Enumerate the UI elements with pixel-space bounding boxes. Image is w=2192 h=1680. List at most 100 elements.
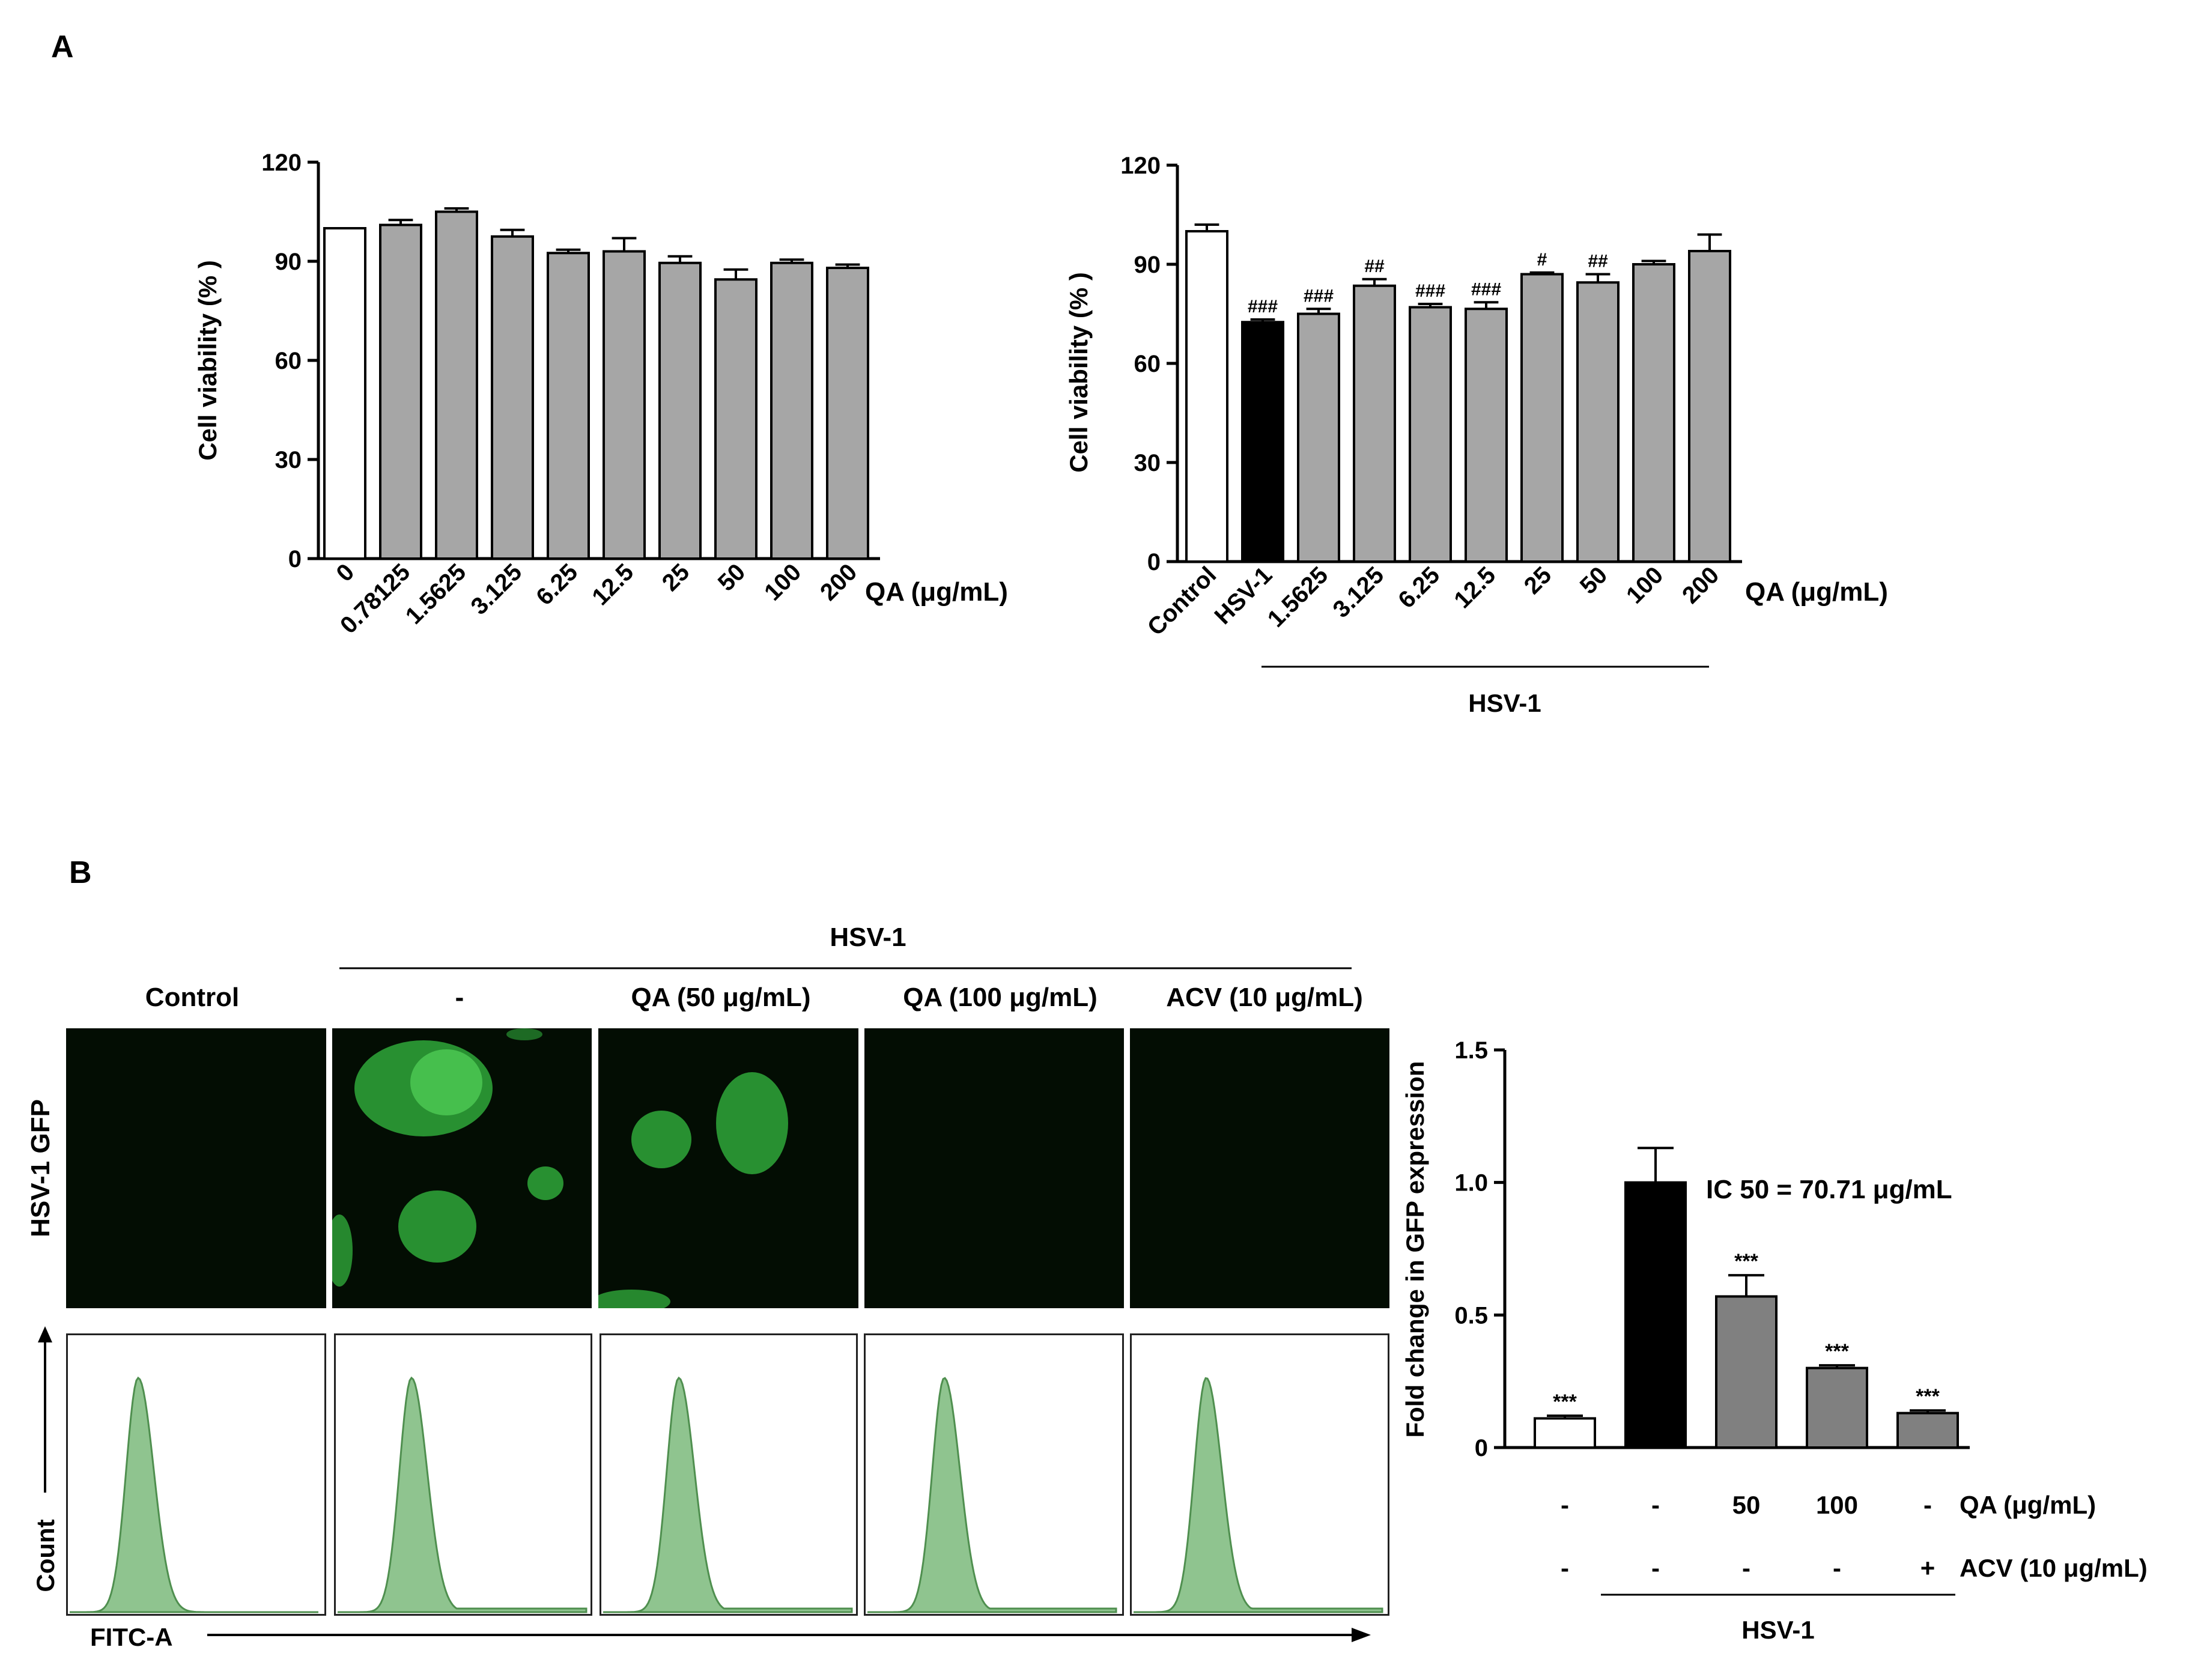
condition-value: 100: [1816, 1491, 1858, 1519]
bar: [1896, 1412, 1959, 1449]
x-tick-label: 12.5: [1449, 562, 1501, 613]
bar: [1715, 1295, 1778, 1449]
histograms: [70, 1376, 1383, 1613]
x-tick-label: 6.25: [1393, 562, 1445, 613]
y-tick-label: 0: [288, 546, 302, 572]
significance-label: ###: [1248, 297, 1278, 317]
histogram-curve: [338, 1376, 587, 1613]
x-tick-label: 100: [1621, 562, 1668, 608]
chart-B-right: 0 0.5 1.0 1.5 Fold change in GFP expression *…: [1401, 1037, 2148, 1644]
x-tick-label: 6.25: [531, 559, 583, 610]
bar: [435, 210, 478, 560]
y-tick-label: 0.5: [1454, 1302, 1488, 1329]
bar: [1185, 230, 1228, 563]
bar: [1688, 250, 1731, 563]
x-axis-label: QA (μg/mL): [1745, 577, 1888, 607]
x-tick-label: 3.125: [1328, 562, 1389, 623]
ic50-note: IC 50 = 70.71 μg/mL: [1706, 1175, 1952, 1204]
x-tick-label: 50: [713, 559, 751, 596]
x-tick-label: 50: [1575, 562, 1613, 599]
y-axis-label: Fold change in GFP expression: [1401, 1061, 1429, 1437]
histogram-curve: [70, 1376, 318, 1613]
bar: [1624, 1181, 1687, 1449]
significance-label: ***: [1916, 1385, 1940, 1408]
bar: [658, 261, 702, 560]
x-tick-label: 12.5: [587, 559, 639, 610]
gfp-plaques-hsv1: [326, 1028, 563, 1287]
x-tick-label: 1.5625: [1263, 562, 1334, 632]
col-label-qa50: QA (50 μg/mL): [631, 983, 810, 1012]
condition-value: 50: [1732, 1491, 1761, 1519]
y-tick-label: 120: [1120, 153, 1161, 179]
bar: [1409, 306, 1452, 563]
y-axis-label: Cell viability (% ): [1064, 272, 1093, 473]
panel-label-a: A: [51, 29, 74, 64]
bar: [323, 227, 366, 560]
y-tick-label: 60: [275, 348, 302, 374]
histogram-qa50: [600, 1333, 858, 1616]
condition-row-label: QA (μg/mL): [1960, 1491, 2096, 1519]
bar: [826, 267, 869, 560]
significance-label: ##: [1364, 256, 1385, 276]
bar: [1297, 312, 1340, 563]
condition-value: -: [1833, 1554, 1841, 1582]
group-label: HSV-1: [1468, 689, 1541, 717]
histogram-hsv1: [334, 1333, 592, 1616]
gfp-image-qa50: [592, 1028, 858, 1314]
bar: [379, 223, 422, 560]
panel-label-b: B: [69, 855, 92, 890]
histogram-control: [66, 1333, 326, 1616]
y-tick-label: 30: [275, 447, 302, 473]
x-axis-label: QA (μg/mL): [865, 577, 1008, 607]
histogram-curve: [867, 1377, 1117, 1613]
y-tick-label: 120: [261, 150, 302, 176]
histogram-curve: [603, 1376, 853, 1613]
significance-label: ###: [1415, 281, 1445, 301]
condition-value: -: [1651, 1554, 1660, 1582]
histogram-qa100: [864, 1333, 1124, 1616]
x-tick-label: 100: [759, 559, 806, 605]
hist-x-label: FITC-A: [90, 1623, 173, 1651]
group-label: HSV-1: [1741, 1616, 1814, 1644]
bar: [547, 252, 590, 560]
condition-value: -: [1923, 1491, 1932, 1519]
significance-label: #: [1537, 250, 1547, 270]
col-label-acv: ACV (10 μg/mL): [1166, 983, 1363, 1012]
gfp-image-acv: [1130, 1028, 1389, 1308]
y-tick-label: 60: [1134, 351, 1161, 377]
condition-value: -: [1651, 1491, 1660, 1519]
bar: [1241, 321, 1284, 563]
bar: [491, 235, 534, 560]
panel-b-header: HSV-1: [830, 923, 906, 952]
x-tick-label: 3.125: [466, 559, 527, 620]
bar: [1632, 263, 1675, 563]
bar: [1576, 281, 1620, 563]
col-label-qa100: QA (100 μg/mL): [903, 983, 1098, 1012]
significance-label: ###: [1304, 286, 1334, 306]
x-tick-label: 200: [815, 559, 862, 605]
bar: [603, 250, 646, 560]
gfp-image-qa100: [864, 1028, 1124, 1308]
row-label-gfp: HSV-1 GFP: [26, 1099, 55, 1237]
y-tick-label: 30: [1134, 450, 1161, 476]
significance-label: ###: [1471, 279, 1501, 299]
hist-x-arrowhead: [1352, 1628, 1371, 1642]
bar: [714, 278, 757, 560]
bar: [770, 261, 813, 560]
significance-label: ***: [1825, 1340, 1849, 1363]
condition-value: -: [1561, 1491, 1569, 1519]
y-tick-label: 90: [275, 249, 302, 275]
bar: [1534, 1417, 1596, 1449]
hist-y-arrowhead: [38, 1326, 52, 1342]
significance-label: ***: [1734, 1250, 1758, 1273]
hist-y-label: Count: [31, 1519, 59, 1592]
condition-value: -: [1561, 1554, 1569, 1582]
x-tick-label: 0: [332, 559, 360, 587]
y-tick-label: 0: [1475, 1435, 1488, 1461]
y-axis-label: Cell viability (% ): [193, 260, 222, 461]
y-tick-label: 0: [1147, 549, 1161, 575]
